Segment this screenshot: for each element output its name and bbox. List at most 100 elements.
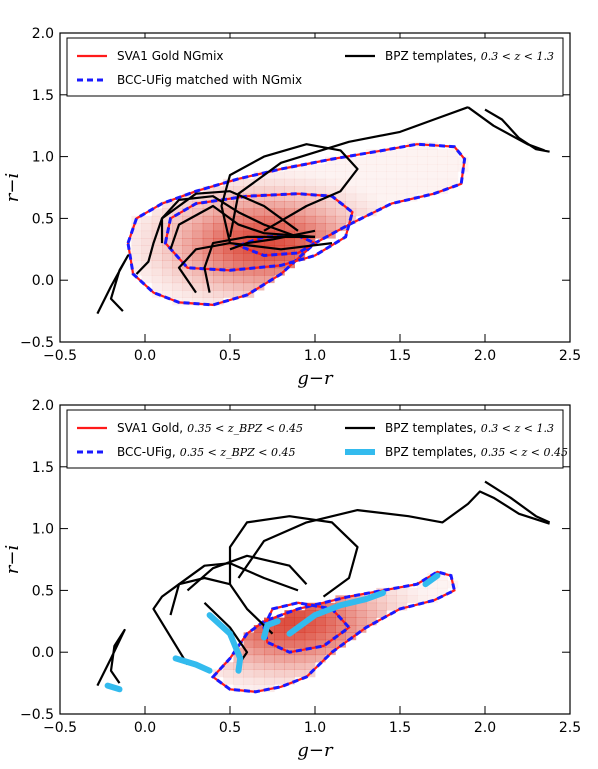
density-cell [151,253,163,261]
x-axis-label: g−r [297,368,334,389]
density-cell [264,676,275,685]
density-cell [345,193,357,202]
bcc-contour-1 [126,142,467,307]
density-cell [335,632,346,641]
density-cell [284,253,295,261]
density-cell [417,164,428,172]
template-zbin-segment-6 [422,572,441,588]
density-cell [274,669,285,678]
template-zbin-segment-3 [206,612,244,674]
density-cell [253,669,265,678]
density-cell [304,639,316,648]
density-cell [427,580,438,589]
density-cell [294,654,306,663]
density-cell [162,260,173,269]
template-track-8 [484,480,551,524]
legend-label: BCC-UFig matched with NGmix [117,73,302,87]
density-cell [274,171,285,180]
density-cell [315,223,326,232]
density-cell [325,632,336,641]
density-cell [406,587,418,596]
density-cell [284,676,295,685]
density-cell [335,164,346,172]
density-cell [294,193,306,202]
template-zbin-segment-5 [286,589,386,637]
x-tick-label: 1.0 [304,720,326,736]
density-cell [202,297,214,306]
density-cell [253,275,265,284]
density-cell [325,617,336,626]
legend-math: 0.3 < z < 1.3 [481,50,554,63]
density-cell [131,230,142,239]
density-cell [172,260,183,269]
density-cell [376,149,387,157]
density-cell [355,186,367,195]
density-cell [355,617,367,626]
density-cell [294,669,306,678]
density-cell [253,186,265,195]
density-cell [264,253,275,261]
density-cell [213,245,224,254]
density-cell [366,193,377,202]
density-cell [355,201,367,209]
density-cell [172,208,183,217]
density-cell [396,186,408,195]
density-cell [335,617,346,626]
density-cell [223,215,234,224]
density-cell [417,186,428,195]
density-cell [406,178,418,187]
density-cell [151,215,163,224]
density-cell [366,610,377,618]
density-cell [386,193,397,202]
density-cell [315,171,326,180]
template-track-10 [484,108,550,153]
density-cell [315,186,326,195]
density-cell [294,238,306,246]
density-cell [274,267,285,276]
density-cell [417,156,428,165]
density-cell [366,156,377,165]
density-cell [223,662,234,670]
density-cell [335,223,346,232]
density-cell [233,676,244,685]
y-tick-label: 1.0 [32,522,54,538]
density-cell [315,625,326,633]
density-cell [264,245,275,254]
density-cell [162,201,173,209]
density-cell [294,632,306,641]
density-cell [304,654,316,663]
density-cell [406,193,418,202]
density-cell [274,193,285,202]
density-cell [213,193,224,202]
density-cell [335,171,346,180]
density-cell [131,253,142,261]
density-cell [202,186,214,195]
density-cell [345,610,357,618]
density-cell [284,215,295,224]
template-zbin-segment-2 [172,655,213,674]
density-cell [345,595,357,604]
density-cell [192,260,204,269]
density-cell [253,215,265,224]
density-cell [274,654,285,663]
density-cell [264,215,275,224]
density-cell [406,149,418,157]
y-tick-label: 0.5 [32,583,54,599]
density-cell [182,245,193,254]
density-cell [172,267,183,276]
density-cell [253,662,265,670]
density-cell [151,208,163,217]
y-axis-label: r−i [2,545,23,574]
density-cell [141,267,153,276]
density-cell [366,201,377,209]
density-cell [376,186,387,195]
x-tick-label: 0.0 [134,348,156,364]
template-track-4 [186,554,308,592]
density-cell [233,275,244,284]
density-cell [315,201,326,209]
density-cell [274,676,285,685]
density-cell [406,171,418,180]
density-cell [243,676,255,685]
density-cell [253,639,265,648]
x-tick-label: 2.0 [474,720,496,736]
